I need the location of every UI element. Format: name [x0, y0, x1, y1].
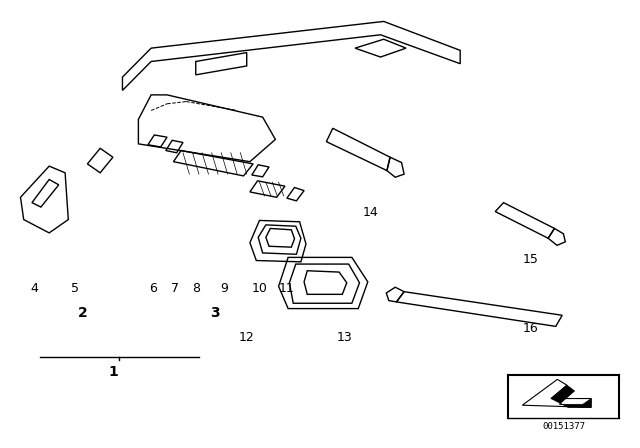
- Text: 12: 12: [239, 331, 255, 344]
- Text: 4: 4: [31, 282, 38, 295]
- Text: 5: 5: [70, 282, 79, 295]
- Text: 15: 15: [522, 253, 538, 266]
- Text: 3: 3: [210, 306, 220, 320]
- Text: 9: 9: [220, 282, 228, 295]
- Text: 16: 16: [522, 322, 538, 335]
- Text: 11: 11: [279, 282, 295, 295]
- Polygon shape: [522, 379, 591, 407]
- Polygon shape: [551, 385, 591, 407]
- Text: 13: 13: [337, 331, 352, 344]
- Text: 10: 10: [252, 282, 268, 295]
- Text: 2: 2: [78, 306, 88, 320]
- Text: 00151377: 00151377: [542, 422, 585, 431]
- Text: 6: 6: [149, 282, 157, 295]
- Text: 14: 14: [363, 207, 379, 220]
- Text: 7: 7: [171, 282, 179, 295]
- Text: 1: 1: [108, 365, 118, 379]
- Text: 8: 8: [192, 282, 200, 295]
